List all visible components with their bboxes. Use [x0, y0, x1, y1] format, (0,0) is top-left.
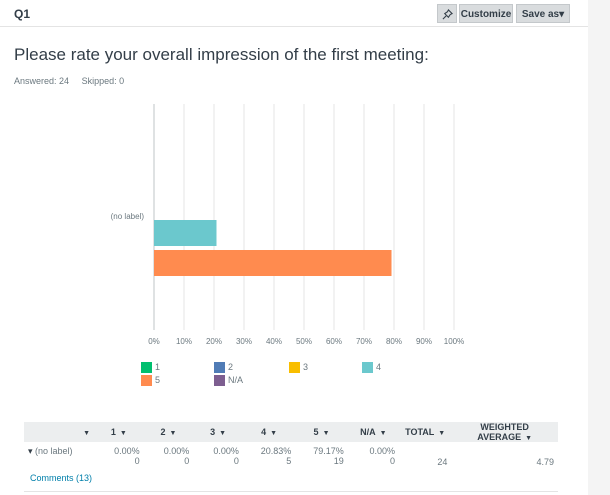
header-5[interactable]: 5 ▼	[295, 422, 348, 442]
header-text: 4	[261, 427, 267, 437]
header-weighted-average[interactable]: WEIGHTED AVERAGE ▼	[451, 422, 558, 442]
row-label: ▾ (no label)	[24, 442, 94, 476]
legend-label: 1	[155, 362, 161, 372]
sort-caret-icon[interactable]: ▼	[322, 430, 330, 437]
header-label-column: ▼	[24, 422, 95, 442]
row-label-text: (no label)	[35, 446, 73, 456]
legend-item-1: 1	[141, 362, 160, 373]
cell-percent: 20.83%	[260, 446, 292, 456]
legend-label: 3	[303, 362, 309, 372]
table-header-row: ▼ 1 ▼ 2 ▼ 3 ▼ 4 ▼ 5 ▼ N/A ▼ TOTAL ▼ WEIGHTED AVERAGE ▼	[24, 422, 558, 442]
question-number: Q1	[14, 7, 31, 21]
page-gutter	[588, 0, 610, 495]
header-text: TOTAL	[405, 427, 435, 437]
header-text: 2	[160, 427, 166, 437]
cell-count: 0	[134, 456, 140, 466]
cell-weighted-average: 4.79	[451, 442, 558, 476]
legend-label: 5	[155, 375, 161, 385]
legend-swatch	[141, 375, 152, 386]
skipped-count: Skipped: 0	[81, 76, 125, 86]
header-text: 1	[110, 427, 116, 437]
answered-count: Answered: 24	[14, 76, 70, 86]
legend-swatch	[141, 362, 152, 373]
pin-icon	[442, 8, 453, 20]
header-text: 5	[313, 427, 319, 437]
save-as-button[interactable]: Save as▾	[516, 4, 570, 23]
cell-count: 0	[390, 456, 396, 466]
legend-item-3: 3	[289, 362, 308, 373]
cell-percent: 0.00%	[114, 446, 140, 456]
cell-count: 0	[184, 456, 190, 466]
sort-caret-icon[interactable]: ▼	[83, 430, 91, 437]
cell-count: 19	[333, 456, 344, 466]
comments-link[interactable]: Comments (13)	[30, 473, 93, 483]
header-divider	[0, 26, 588, 27]
cell-count: 0	[233, 456, 239, 466]
legend-label: 2	[228, 362, 234, 372]
pin-button[interactable]	[437, 4, 457, 23]
legend-item-5: 5	[141, 375, 160, 386]
cell-percent: 79.17%	[313, 446, 344, 456]
cell-percent: 0.00%	[369, 446, 396, 456]
cell-percent: 0.00%	[163, 446, 190, 456]
header-text: 3	[210, 427, 216, 437]
question-title: Please rate your overall impression of t…	[14, 45, 429, 64]
cell-5: 79.17% 19	[295, 442, 347, 476]
cell-4: 20.83% 5	[243, 442, 295, 476]
response-meta: Answered: 24 Skipped: 0	[14, 76, 134, 86]
legend-swatch	[289, 362, 300, 373]
footer-divider	[24, 491, 558, 492]
total-value: 24	[437, 457, 448, 467]
header-4[interactable]: 4 ▼	[242, 422, 296, 442]
sort-caret-icon[interactable]: ▼	[379, 430, 387, 437]
sort-caret-icon[interactable]: ▼	[270, 430, 278, 437]
legend-item-4: 4	[362, 362, 381, 373]
results-table: ▼ 1 ▼ 2 ▼ 3 ▼ 4 ▼ 5 ▼ N/A ▼ TOTAL ▼ WEIGHTED AVERAGE ▼ ▾…	[24, 422, 558, 476]
sort-caret-icon[interactable]: ▼	[525, 435, 533, 442]
sort-caret-icon[interactable]: ▼	[119, 430, 127, 437]
legend-label: 4	[376, 362, 382, 372]
header-1[interactable]: 1 ▼	[94, 422, 144, 442]
expand-caret-icon[interactable]: ▾	[28, 446, 36, 456]
cell-3: 0.00% 0	[193, 442, 243, 476]
table-row: ▾ (no label) 0.00% 0 0.00% 0 0.00% 0 20.83% 5 79.…	[24, 442, 558, 476]
header-3[interactable]: 3 ▼	[193, 422, 243, 442]
legend-swatch	[362, 362, 373, 373]
cell-count: 5	[286, 456, 292, 466]
customize-button[interactable]: Customize	[459, 4, 513, 23]
question-card: Q1 Customize Save as▾ Please rate your o…	[0, 4, 588, 492]
legend-swatch	[214, 362, 225, 373]
legend-item-2: 2	[214, 362, 233, 373]
header-text: N/A	[360, 427, 376, 437]
header-text: WEIGHTED AVERAGE	[477, 422, 529, 442]
cell-2: 0.00% 0	[144, 442, 194, 476]
sort-caret-icon[interactable]: ▼	[219, 430, 227, 437]
header-2[interactable]: 2 ▼	[143, 422, 194, 442]
cell-na: 0.00% 0	[348, 442, 399, 476]
legend-swatch	[214, 375, 225, 386]
legend-label: N/A	[228, 375, 244, 385]
cell-1: 0.00% 0	[94, 442, 144, 476]
cell-total: 24	[399, 442, 451, 476]
sort-caret-icon[interactable]: ▼	[169, 430, 177, 437]
sort-caret-icon[interactable]: ▼	[438, 430, 446, 437]
weighted-average-value: 4.79	[536, 457, 554, 467]
header-total[interactable]: TOTAL ▼	[399, 422, 452, 442]
legend-item-na: N/A	[214, 375, 243, 386]
header-n-a[interactable]: N/A ▼	[347, 422, 400, 442]
cell-percent: 0.00%	[213, 446, 239, 456]
